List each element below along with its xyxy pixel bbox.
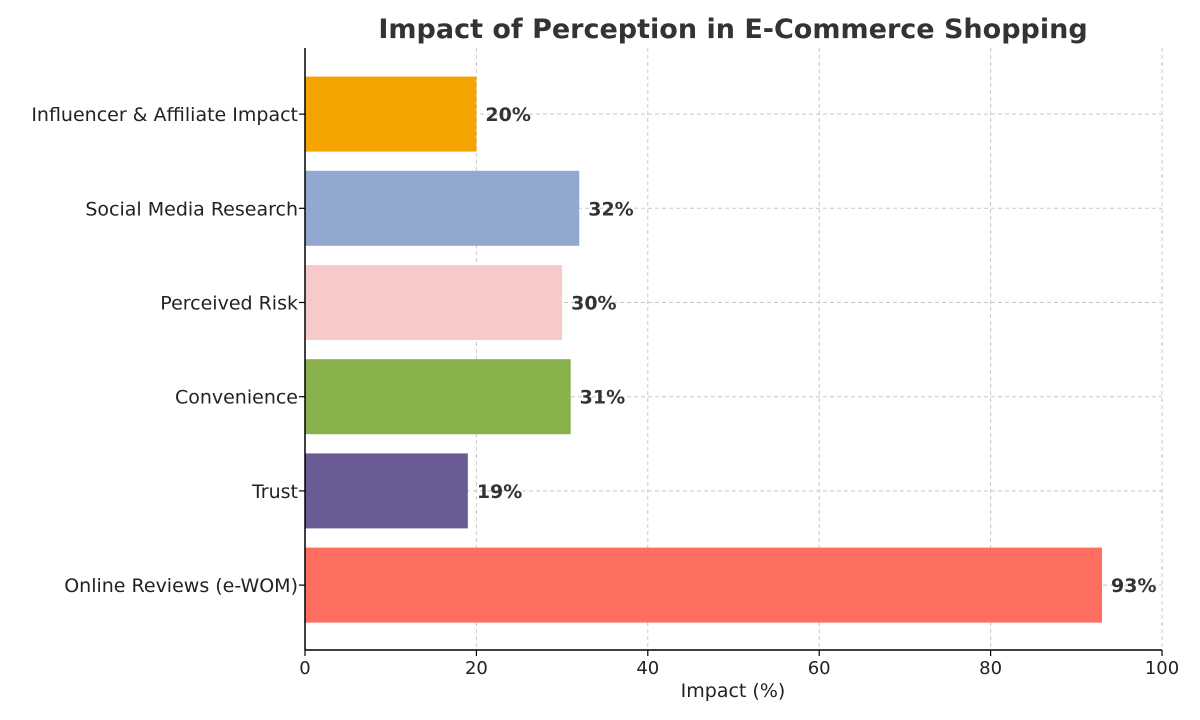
data-label: 20% <box>485 104 530 126</box>
bar <box>305 547 1103 623</box>
category-label: Trust <box>251 481 298 503</box>
category-label: Influencer & Affiliate Impact <box>31 104 298 126</box>
bar <box>305 76 477 152</box>
x-tick-label: 0 <box>299 658 310 679</box>
category-label: Online Reviews (e-WOM) <box>64 575 298 597</box>
x-tick-label: 40 <box>636 658 659 679</box>
data-label: 19% <box>477 481 522 503</box>
labels: 0 20 40 60 80 100 Online Reviews (e-WOM) Trust C… <box>31 104 1179 679</box>
category-label: Perceived Risk <box>160 293 298 315</box>
data-label: 93% <box>1111 575 1156 597</box>
x-tick-label: 80 <box>979 658 1002 679</box>
bar <box>305 453 468 529</box>
data-label: 31% <box>580 387 625 409</box>
data-label: 32% <box>588 198 633 220</box>
bars <box>305 76 1103 623</box>
axes <box>299 48 1163 656</box>
data-label: 30% <box>571 293 616 315</box>
bar <box>305 170 580 246</box>
chart-title: Impact of Perception in E-Commerce Shopp… <box>378 14 1087 45</box>
category-label: Social Media Research <box>85 198 298 220</box>
x-tick-label: 60 <box>808 658 831 679</box>
x-tick-label: 100 <box>1145 658 1179 679</box>
bar <box>305 359 571 435</box>
category-label: Convenience <box>175 387 298 409</box>
x-axis-label: Impact (%) <box>681 680 786 702</box>
bar <box>305 265 563 340</box>
x-tick-label: 20 <box>465 658 488 679</box>
